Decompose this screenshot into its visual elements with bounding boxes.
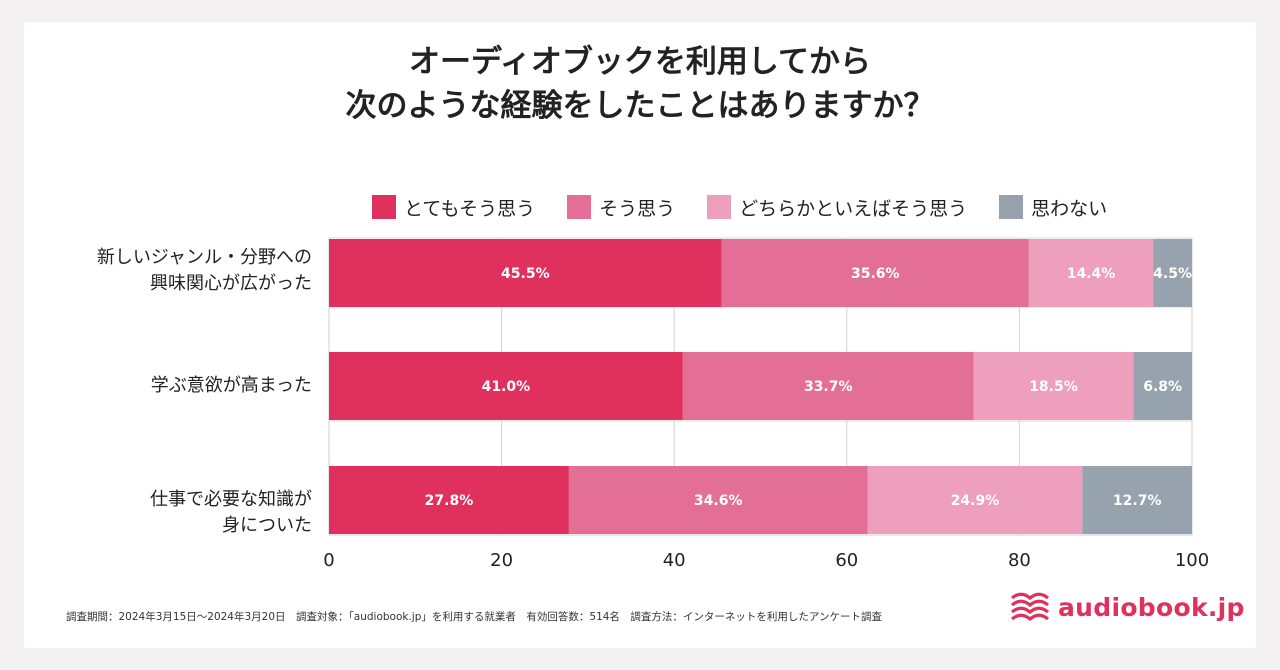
bar-segment bbox=[1133, 352, 1192, 420]
x-tick-label: 0 bbox=[323, 550, 334, 571]
category-label-interest: 新しいジャンル・分野への 興味関心が広がった bbox=[52, 245, 312, 297]
data-label: 24.9% bbox=[951, 493, 1000, 509]
data-label: 12.7% bbox=[1113, 493, 1162, 509]
bar-segment bbox=[721, 239, 1029, 307]
data-label: 35.6% bbox=[851, 266, 900, 282]
legend-label: どちらかといえばそう思う bbox=[739, 197, 968, 220]
bar-segment bbox=[1153, 239, 1192, 307]
category-label-motivation: 学ぶ意欲が高まった bbox=[52, 373, 312, 399]
legend-swatch bbox=[707, 195, 732, 219]
bar-segment bbox=[682, 352, 974, 420]
x-tick-label: 20 bbox=[490, 550, 513, 571]
bar-segment bbox=[329, 239, 722, 307]
data-label: 27.8% bbox=[425, 493, 474, 509]
bar-segment bbox=[1028, 239, 1154, 307]
title-line-1: オーディオブックを利用してから bbox=[409, 44, 871, 80]
legend-label: とてもそう思う bbox=[404, 197, 536, 220]
book-waves-icon bbox=[1010, 592, 1050, 622]
data-label: 18.5% bbox=[1029, 379, 1078, 395]
brand-logo: audiobook.jp bbox=[1010, 591, 1245, 623]
bar-segment bbox=[1082, 466, 1192, 534]
category-label-work-knowledge: 仕事で必要な知識が 身についた bbox=[52, 487, 312, 539]
title-line-2: 次のような経験をしたことはありますか？ bbox=[345, 88, 935, 124]
legend-item-disagree: 思わない bbox=[999, 194, 1107, 221]
data-label: 14.4% bbox=[1067, 266, 1116, 282]
category-label-line: 興味関心が広がった bbox=[150, 273, 312, 294]
category-label-line: 身についた bbox=[222, 515, 312, 536]
bar-segment bbox=[329, 466, 569, 534]
data-label: 41.0% bbox=[482, 379, 531, 395]
legend-item-agree: そう思う bbox=[567, 194, 675, 221]
data-label: 6.8% bbox=[1143, 379, 1182, 395]
x-tick-label: 40 bbox=[663, 550, 686, 571]
legend-label: そう思う bbox=[599, 197, 676, 220]
bar-segment bbox=[867, 466, 1083, 534]
data-label: 4.5% bbox=[1153, 266, 1192, 282]
data-label: 33.7% bbox=[804, 379, 853, 395]
bar-segment bbox=[329, 352, 683, 420]
bar-segment bbox=[973, 352, 1134, 420]
legend-swatch bbox=[372, 195, 396, 219]
chart-title: オーディオブックを利用してから 次のような経験をしたことはありますか？ bbox=[0, 40, 1280, 128]
legend: とてもそう思う そう思う どちらかといえばそう思う 思わない bbox=[372, 193, 1139, 221]
category-label-line: 新しいジャンル・分野への bbox=[96, 247, 312, 268]
x-tick-label: 60 bbox=[835, 550, 858, 571]
x-tick-label: 100 bbox=[1175, 550, 1209, 571]
x-tick-label: 80 bbox=[1008, 550, 1031, 571]
category-label-line: 仕事で必要な知識が bbox=[150, 489, 312, 510]
legend-swatch bbox=[567, 195, 592, 219]
legend-label: 思わない bbox=[1031, 197, 1108, 220]
legend-item-very-agree: とてもそう思う bbox=[372, 194, 535, 221]
survey-footnote: 調査期間：2024年3月15日〜2024年3月20日 調査対象：「audiobo… bbox=[66, 611, 883, 623]
card-background bbox=[24, 22, 1256, 648]
data-label: 45.5% bbox=[501, 266, 550, 282]
bar-segment bbox=[568, 466, 868, 534]
legend-swatch bbox=[999, 195, 1024, 219]
data-label: 34.6% bbox=[694, 493, 743, 509]
legend-item-somewhat-agree: どちらかといえばそう思う bbox=[707, 194, 967, 221]
logo-text: audiobook.jp bbox=[1058, 592, 1245, 622]
category-label-line: 学ぶ意欲が高まった bbox=[150, 375, 312, 396]
